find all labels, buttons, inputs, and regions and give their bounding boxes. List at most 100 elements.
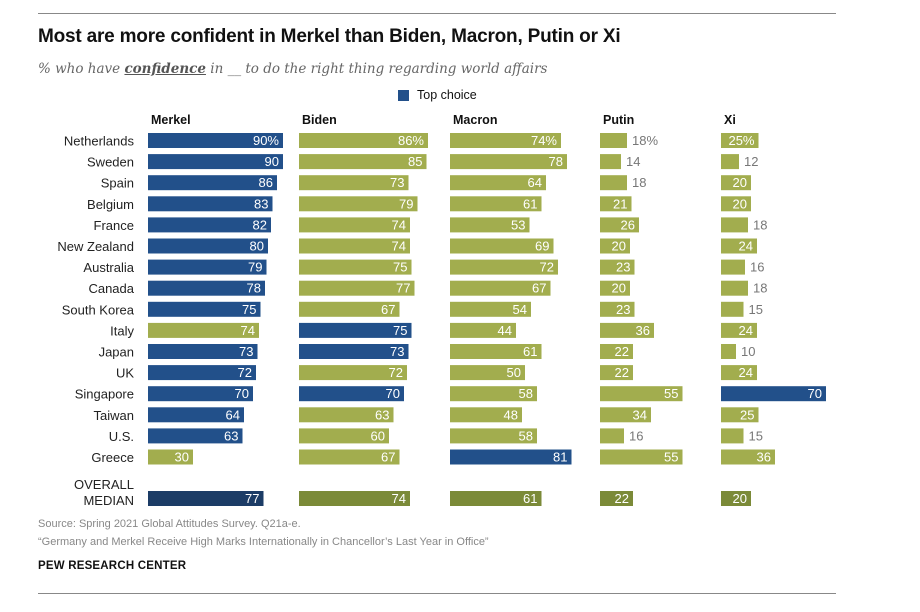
data-point-bar [721,175,751,191]
category-label: Italy [110,323,134,338]
data-point-value-label: 48 [504,407,518,422]
data-point-bar [148,259,267,275]
data-point-bar [148,301,261,317]
data-point-bar [299,322,412,338]
data-point-value-label: 75 [242,302,256,317]
data-point-value-label: 55 [664,450,678,465]
data-point-value-label: 24 [739,239,753,254]
data-point-value-label: 78 [247,281,261,296]
data-point-value-label: 60 [371,428,385,443]
category-label: U.S. [109,429,134,444]
category-label: Japan [99,345,134,360]
data-point-bar [148,407,244,423]
median-point-bar [721,491,751,506]
data-point-bar [721,322,757,338]
data-point-bar [721,196,751,212]
data-point-value-label: 20 [733,196,747,211]
data-point-bar [148,175,277,191]
chart-title: Most are more confident in Merkel than B… [38,26,621,47]
data-point-bar [600,259,635,275]
data-point-bar [450,280,551,296]
data-point-value-label: 21 [613,196,627,211]
median-point-value-label: 20 [733,491,747,506]
data-point-bar [600,449,683,465]
data-point-value-label: 44 [498,323,512,338]
median-point-value-label: 74 [392,491,406,506]
data-point-value-label: 81 [553,450,567,465]
data-point-bar [721,344,736,359]
category-label: Spain [101,176,134,191]
data-point-value-label: 80 [250,239,264,254]
data-point-value-label: 61 [523,196,537,211]
data-point-bar [600,386,683,402]
data-point-value-label: 77 [396,281,410,296]
data-point-bar [721,301,744,317]
data-point-bar [299,217,410,233]
legend-label: Top choice [417,88,477,102]
data-point-value-label: 24 [739,365,753,380]
data-point-bar [148,238,268,254]
source-note: Source: Spring 2021 Global Attitudes Sur… [38,518,301,530]
data-point-value-label: 63 [224,428,238,443]
data-point-value-label: 72 [540,260,554,275]
data-point-value-label: 86 [259,175,273,190]
data-point-bar [299,386,404,402]
data-point-bar [600,428,624,444]
subtitle-after: in __ to do the right thing regarding wo… [205,61,548,77]
data-point-value-label: 54 [513,302,527,317]
data-point-bar [299,280,415,296]
median-point-bar [450,491,542,506]
data-point-value-label: 74 [241,323,255,338]
data-point-bar [600,217,639,233]
data-point-value-label: 82 [253,217,267,232]
category-label: Canada [88,281,134,296]
data-point-bar [721,259,745,275]
data-point-bar [721,386,826,402]
category-label: New Zealand [57,239,134,254]
data-point-bar [148,428,243,444]
data-point-value-label: 23 [616,260,630,275]
data-point-value-label: 18 [753,281,767,296]
data-point-value-label: 36 [636,323,650,338]
category-label: Australia [83,260,134,275]
data-point-bar [299,428,389,444]
data-point-bar [600,280,630,296]
data-point-bar [148,322,259,338]
data-point-bar [450,238,554,254]
data-point-value-label: 12 [744,154,758,169]
data-point-bar [299,259,412,275]
data-point-bar [148,196,273,212]
data-point-value-label: 10 [741,344,755,359]
data-point-value-label: 67 [381,302,395,317]
data-point-bar [299,196,418,212]
median-label-line1: OVERALL [74,477,134,492]
bar-chart: Merkel Biden Macron Putin Xi Netherlands Swede… [57,113,826,508]
data-point-bar [299,449,400,465]
data-point-bar [299,133,428,148]
data-point-bar [299,365,407,381]
data-point-value-label: 14 [626,154,640,169]
data-point-value-label: 74% [531,133,557,148]
data-point-bar [721,238,757,254]
top-rule [38,13,836,14]
series-header-macron: Macron [453,113,497,127]
data-point-bar [600,238,630,254]
data-point-bar [721,280,748,296]
median-label-line2: MEDIAN [83,493,134,508]
data-point-value-label: 64 [226,407,240,422]
data-point-bar [148,449,193,465]
data-point-value-label: 73 [390,344,404,359]
data-point-value-label: 67 [532,281,546,296]
category-label: South Korea [62,302,135,317]
data-point-bar [148,154,283,170]
median-point-value-label: 61 [523,491,537,506]
data-point-bar [600,301,635,317]
data-point-bar [148,344,258,359]
data-point-value-label: 78 [549,154,563,169]
data-point-bar [450,407,522,423]
data-point-value-label: 73 [239,344,253,359]
data-point-value-label: 22 [615,344,629,359]
data-point-value-label: 18 [753,217,767,232]
data-point-value-label: 79 [248,260,262,275]
chart-subtitle: % who have confidence in __ to do the ri… [38,61,547,77]
